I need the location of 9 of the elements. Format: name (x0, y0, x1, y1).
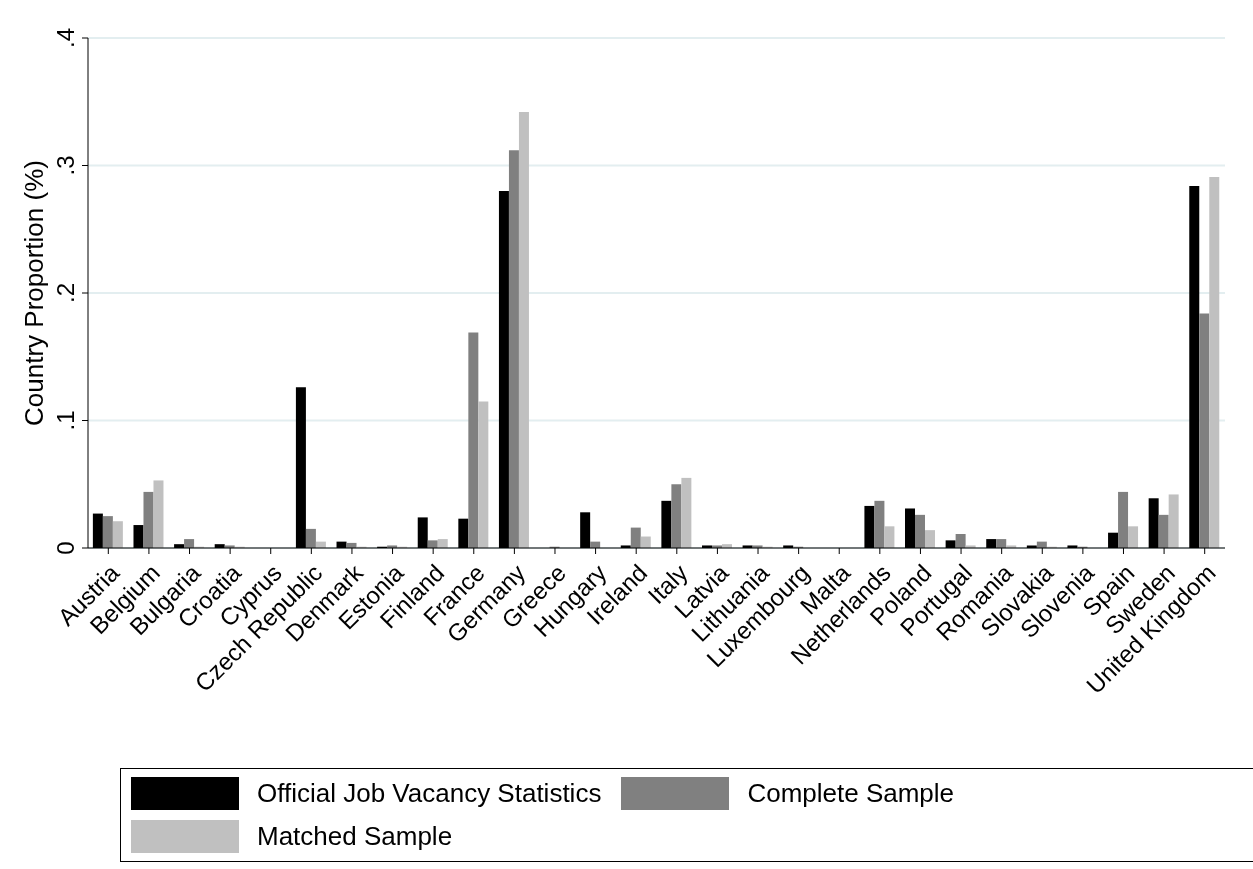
legend-label: Official Job Vacancy Statistics (257, 778, 602, 809)
legend-label: Matched Sample (257, 821, 453, 852)
y-tick-label: 0 (52, 541, 79, 555)
y-axis-title: Country Proportion (%) (19, 160, 50, 426)
y-tick-label: .4 (52, 27, 79, 49)
y-tick-label: .3 (52, 155, 79, 176)
y-tick-label: .1 (52, 410, 79, 431)
legend-label: Complete Sample (747, 778, 955, 809)
y-tick-label: .2 (52, 282, 79, 304)
